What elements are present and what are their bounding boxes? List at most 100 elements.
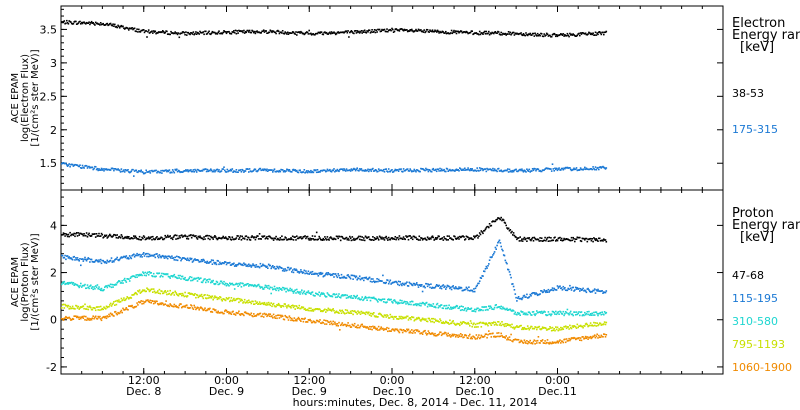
- data-point: [92, 288, 94, 291]
- data-point: [81, 233, 84, 236]
- data-point: [409, 301, 411, 303]
- data-point: [293, 236, 296, 238]
- data-point: [566, 238, 569, 241]
- y-tick-label: 2: [50, 267, 57, 280]
- data-point: [526, 34, 529, 37]
- data-point: [424, 237, 426, 240]
- data-point: [176, 306, 179, 308]
- data-point: [603, 33, 605, 36]
- data-point: [235, 265, 238, 267]
- data-point: [397, 283, 399, 286]
- data-point: [141, 274, 143, 277]
- data-point: [440, 170, 442, 172]
- data-point: [226, 283, 229, 285]
- data-point: [458, 238, 460, 240]
- data-point: [332, 273, 334, 275]
- data-point: [99, 318, 102, 320]
- data-point: [582, 326, 584, 329]
- data-point: [520, 32, 522, 34]
- data-point: [212, 259, 214, 262]
- x-tick-date-label: Dec. 9: [209, 385, 244, 398]
- data-point: [119, 171, 122, 173]
- data-point: [465, 310, 468, 312]
- data-point: [507, 33, 509, 35]
- data-point: [346, 309, 349, 312]
- data-point: [305, 171, 307, 173]
- data-point: [473, 235, 475, 237]
- data-point: [315, 321, 317, 324]
- data-point: [365, 32, 368, 34]
- data-point: [334, 321, 336, 324]
- data-point: [396, 328, 398, 330]
- data-point: [561, 34, 564, 36]
- data-point: [145, 238, 147, 240]
- data-point: [551, 287, 554, 289]
- data-point: [472, 169, 474, 172]
- data-point: [286, 269, 288, 272]
- data-point: [291, 304, 294, 307]
- data-point: [300, 171, 302, 173]
- data-point: [349, 237, 352, 239]
- data-point: [520, 297, 522, 300]
- data-point: [158, 272, 161, 274]
- data-point: [191, 170, 194, 173]
- data-point: [499, 335, 502, 337]
- data-point: [503, 307, 506, 310]
- data-point: [347, 30, 349, 32]
- data-point: [419, 29, 421, 32]
- data-point: [430, 30, 433, 33]
- data-point: [492, 322, 494, 325]
- data-point: [358, 297, 360, 299]
- data-point: [134, 276, 137, 279]
- data-point: [445, 321, 448, 323]
- data-point: [351, 31, 354, 33]
- data-point: [134, 254, 137, 257]
- data-point: [350, 326, 353, 328]
- data-point: [498, 335, 501, 338]
- data-point: [469, 337, 472, 340]
- data-point: [573, 167, 575, 170]
- data-point: [200, 32, 203, 34]
- data-point: [546, 33, 549, 35]
- data-point: [512, 310, 515, 312]
- data-point: [369, 328, 372, 330]
- data-point: [279, 237, 282, 239]
- data-point: [528, 328, 531, 331]
- data-point: [330, 322, 333, 325]
- data-point: [605, 290, 608, 292]
- data-point: [371, 29, 373, 31]
- data-point: [416, 282, 418, 284]
- data-point: [339, 235, 341, 238]
- data-point: [542, 169, 545, 172]
- data-point: [469, 333, 471, 336]
- data-point: [115, 168, 118, 171]
- data-point: [489, 168, 492, 170]
- data-point: [497, 240, 500, 243]
- data-point: [137, 290, 139, 292]
- data-point: [95, 259, 98, 261]
- data-point: [483, 322, 486, 325]
- data-point: [212, 298, 214, 301]
- data-point: [106, 237, 109, 239]
- data-point: [441, 322, 444, 324]
- data-point: [309, 171, 311, 174]
- data-point: [137, 304, 139, 306]
- data-point: [552, 289, 555, 292]
- data-point: [74, 283, 76, 285]
- data-point: [303, 169, 306, 171]
- data-point: [91, 286, 94, 288]
- data-point: [470, 322, 473, 324]
- data-point: [185, 304, 187, 307]
- x-axis-label: hours:minutes, Dec. 8, 2014 - Dec. 11, 2…: [293, 396, 538, 409]
- data-point: [373, 325, 376, 328]
- data-point: [423, 237, 425, 240]
- electron-legend-entry: 38-53: [732, 87, 764, 100]
- data-point: [70, 281, 73, 284]
- data-point: [555, 326, 557, 328]
- data-point: [377, 237, 379, 240]
- data-point: [258, 285, 261, 288]
- data-point: [518, 341, 521, 344]
- data-point: [404, 301, 406, 303]
- data-point: [94, 165, 96, 168]
- data-point: [493, 324, 496, 326]
